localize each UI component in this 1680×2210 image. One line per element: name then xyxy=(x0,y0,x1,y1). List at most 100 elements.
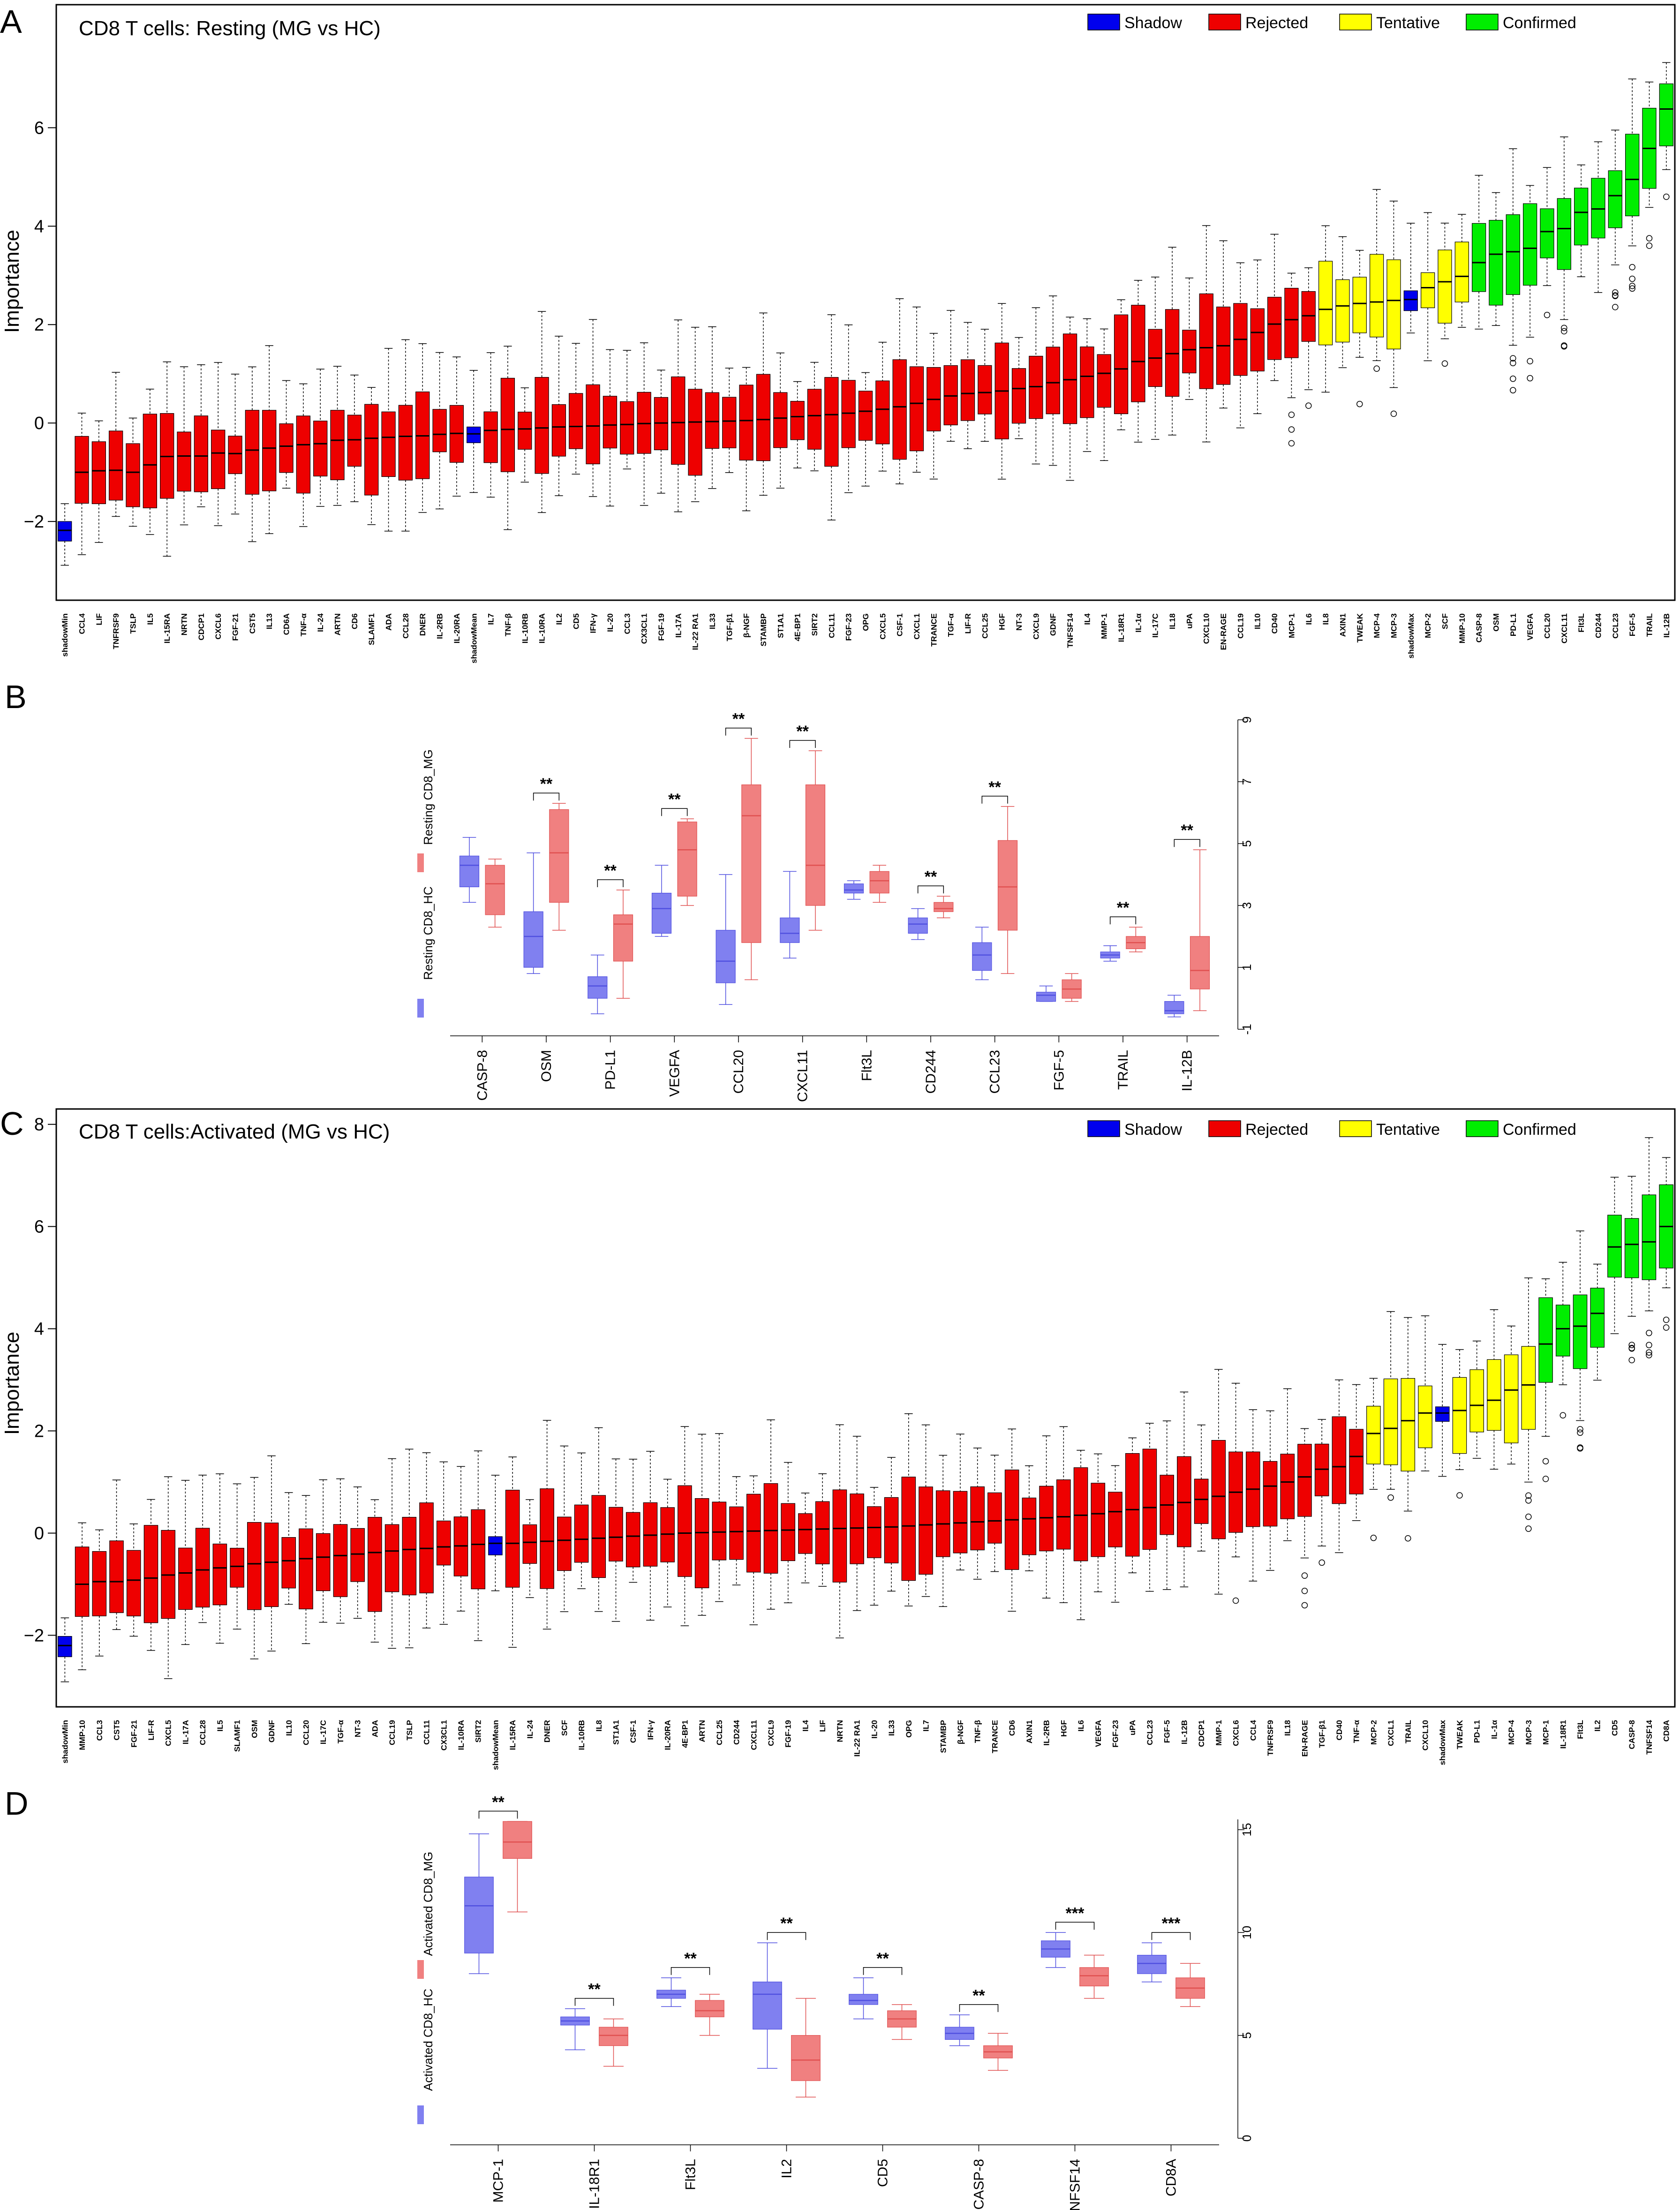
box-stambp xyxy=(935,1455,950,1607)
box-body xyxy=(875,380,890,445)
box-body xyxy=(1080,347,1094,418)
outlier-point xyxy=(1612,292,1619,299)
box-il-22-ra1 xyxy=(850,1436,864,1611)
compare-fgf-5 xyxy=(1036,973,1082,1002)
box-tnfsf14 xyxy=(1062,317,1077,481)
box-mcp-1 xyxy=(1538,1278,1553,1482)
x-tick-label: MCP-1 xyxy=(1287,613,1296,638)
box-body xyxy=(505,1490,520,1588)
x-tick-label: SCF xyxy=(560,1720,569,1736)
x-tick-label: FGF-23 xyxy=(1111,1720,1120,1748)
box-tgf xyxy=(943,310,958,442)
outlier-point xyxy=(1510,360,1516,366)
box-body xyxy=(75,436,89,504)
box-body xyxy=(1489,220,1503,306)
box-ccl4 xyxy=(75,413,89,555)
x-tick-label: IL10 xyxy=(1253,613,1262,629)
box-ccl20 xyxy=(299,1495,313,1644)
box-body xyxy=(858,391,873,441)
x-tick-label: IL2 xyxy=(1593,1720,1602,1732)
x-tick-label: Flt3L xyxy=(1577,613,1586,633)
box-hc xyxy=(1137,1954,1167,1974)
box-body xyxy=(1097,354,1111,408)
box-gdnf xyxy=(264,1455,279,1652)
compare-casp-8 xyxy=(459,837,505,928)
box-body xyxy=(591,1495,606,1578)
box-cd6a xyxy=(279,380,294,489)
x-tick-label: IL8 xyxy=(1321,613,1330,625)
significance-bracket xyxy=(725,727,752,736)
x-tick-label: CD244 xyxy=(732,1720,741,1744)
box-body xyxy=(1211,1440,1226,1539)
box-body xyxy=(281,1537,296,1589)
x-tick-label: CD5 xyxy=(572,613,580,629)
x-tick-label: MCP-2 xyxy=(1369,1720,1378,1745)
box-lif-r xyxy=(960,322,975,449)
x-tick-label: IL10 xyxy=(285,1720,294,1736)
box-body xyxy=(299,1528,313,1609)
box-body xyxy=(143,1525,158,1623)
box-il18 xyxy=(1280,1388,1295,1541)
compare-ccl23: ** xyxy=(972,778,1018,981)
y-tick-label: 15 xyxy=(1240,1823,1254,1836)
box-csf-1 xyxy=(625,1459,640,1583)
significance-bracket xyxy=(661,808,688,816)
box-body xyxy=(1349,1429,1364,1494)
x-tick-label: IFN-γ xyxy=(646,1720,655,1740)
significance-bracket xyxy=(670,1967,710,1975)
x-tick-label: LIF xyxy=(95,613,104,626)
box-stambp xyxy=(756,312,771,496)
x-tick-label: CD6A xyxy=(282,613,291,635)
box-cxcl10 xyxy=(1418,1315,1432,1471)
box-hc xyxy=(780,917,800,943)
box-mg xyxy=(613,914,633,962)
panel-c-ylabel: Importance xyxy=(0,1332,23,1435)
box-en-rage xyxy=(1216,240,1231,409)
box-nrtn xyxy=(832,1424,847,1638)
outlier-point xyxy=(1629,283,1635,289)
panel-a-title: CD8 T cells: Resting (MG vs HC) xyxy=(79,17,381,40)
box-body xyxy=(1469,1369,1484,1433)
box-dner xyxy=(415,343,430,513)
box-body xyxy=(824,377,839,467)
outlier-point xyxy=(1387,1494,1394,1501)
box-il-17a xyxy=(671,319,686,513)
box-body xyxy=(798,1513,813,1554)
outlier-point xyxy=(1629,264,1635,271)
box-hc xyxy=(588,976,608,999)
y-tick-label: 6 xyxy=(34,118,44,138)
box-cdcp1 xyxy=(1194,1424,1209,1552)
x-tick-label: EN-RAGE xyxy=(1219,613,1228,650)
box-body xyxy=(960,359,975,421)
box-cxcl10 xyxy=(1199,225,1213,443)
y-tick-label: 8 xyxy=(34,1115,44,1135)
box-mcp-1 xyxy=(1284,272,1299,447)
box-body xyxy=(1435,1406,1450,1422)
box-mg xyxy=(805,784,826,906)
x-tick-label: IL-17C xyxy=(1151,613,1160,638)
box-tgf-1 xyxy=(1314,1419,1329,1566)
x-tick-label: IL-24 xyxy=(316,613,325,632)
box-body xyxy=(1557,198,1571,270)
box-body xyxy=(1046,347,1060,415)
panel-d: D 0 5 10 15 Activated CD8_HC Activated CD8_MG… xyxy=(5,1785,1254,2210)
x-tick-label: HGF xyxy=(1059,1720,1068,1737)
x-tick-label: shadowMean xyxy=(469,613,478,664)
box-mmp-1 xyxy=(1097,328,1111,461)
box-body xyxy=(58,1636,72,1657)
x-tick-label: IL-17A xyxy=(181,1720,190,1744)
box-body xyxy=(1418,1385,1432,1448)
x-tick-label: CD40 xyxy=(1335,1720,1344,1740)
significance-stars: ** xyxy=(925,868,937,886)
box-vegfa xyxy=(1523,185,1537,382)
outlier-point xyxy=(1525,1497,1532,1504)
box-body xyxy=(126,1550,141,1616)
box-body xyxy=(368,1517,382,1612)
box-shadowmean xyxy=(488,1475,503,1592)
box-mg xyxy=(485,865,505,915)
x-tick-label: IL-10RA xyxy=(457,1720,466,1750)
x-tick-label: MCP-4 xyxy=(1372,613,1381,638)
box-ccl3 xyxy=(92,1529,107,1657)
box-hc xyxy=(716,930,736,983)
x-tick-label: CCL4 xyxy=(78,613,87,634)
